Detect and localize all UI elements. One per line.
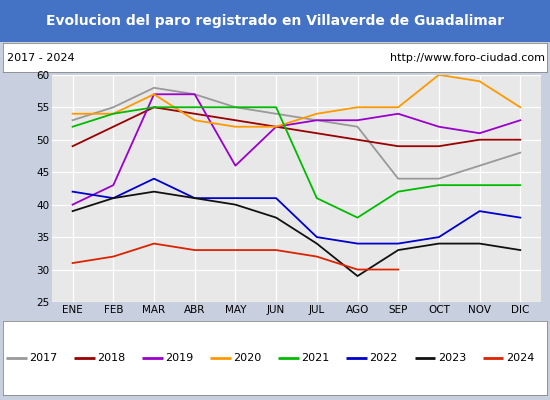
Text: 2023: 2023 bbox=[438, 353, 466, 363]
Text: http://www.foro-ciudad.com: http://www.foro-ciudad.com bbox=[389, 53, 544, 63]
Text: 2020: 2020 bbox=[234, 353, 262, 363]
Text: 2024: 2024 bbox=[506, 353, 534, 363]
Text: 2021: 2021 bbox=[301, 353, 330, 363]
Text: Evolucion del paro registrado en Villaverde de Guadalimar: Evolucion del paro registrado en Villave… bbox=[46, 14, 504, 28]
Text: 2022: 2022 bbox=[370, 353, 398, 363]
Text: 2019: 2019 bbox=[166, 353, 194, 363]
Text: 2017 - 2024: 2017 - 2024 bbox=[7, 53, 75, 63]
Text: 2017: 2017 bbox=[29, 353, 58, 363]
Text: 2018: 2018 bbox=[97, 353, 125, 363]
